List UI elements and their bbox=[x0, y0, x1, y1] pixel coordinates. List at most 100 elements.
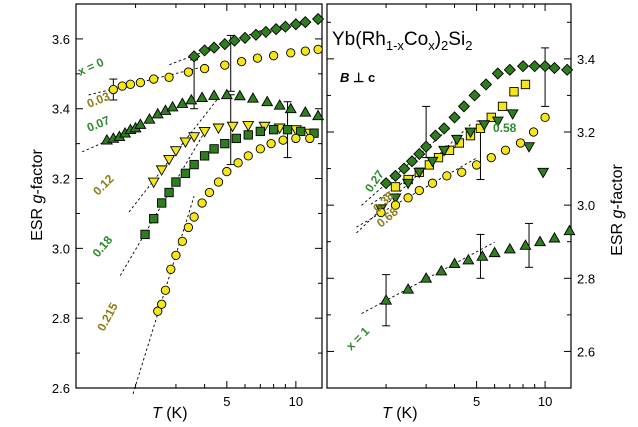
left-point-series-4 bbox=[149, 214, 159, 224]
left-point-series-2 bbox=[246, 92, 259, 103]
right-point-series-0 bbox=[468, 89, 481, 102]
left-point-series-4 bbox=[268, 125, 279, 135]
left-point-series-3 bbox=[147, 177, 160, 189]
right-point-series-4 bbox=[380, 294, 393, 305]
field-orientation-label: B ⊥ c bbox=[340, 70, 375, 85]
right-point-series-4 bbox=[435, 264, 448, 276]
right-y-tick-label: 2.8 bbox=[577, 271, 595, 286]
left-point-series-4 bbox=[209, 144, 219, 154]
left-point-series-1 bbox=[199, 63, 210, 74]
right-point-series-2 bbox=[402, 178, 415, 190]
right-y-axis-title-g: g bbox=[609, 209, 626, 218]
left-point-series-5 bbox=[153, 306, 163, 316]
left-point-series-2 bbox=[233, 89, 246, 101]
right-point-series-3 bbox=[540, 112, 550, 123]
right-point-series-2 bbox=[522, 142, 536, 153]
left-point-series-4 bbox=[157, 198, 167, 208]
right-point-series-3 bbox=[457, 167, 467, 177]
left-point-series-4 bbox=[255, 126, 265, 137]
left-point-series-4 bbox=[243, 130, 253, 140]
right-y-tick-label: 3.0 bbox=[577, 198, 595, 213]
left-point-series-5 bbox=[305, 133, 315, 144]
left-point-series-3 bbox=[212, 123, 225, 135]
right-point-series-2 bbox=[413, 167, 426, 179]
left-x-tick-label: 5 bbox=[223, 394, 230, 409]
left-point-series-5 bbox=[197, 198, 207, 208]
title-sub-x: x bbox=[428, 38, 435, 53]
left-point-series-5 bbox=[157, 299, 167, 309]
compound-title: Yb(Rh1-xCox)2Si2 bbox=[332, 29, 472, 53]
right-point-series-3 bbox=[471, 160, 482, 170]
left-point-series-1 bbox=[164, 72, 174, 82]
right-point-series-1 bbox=[520, 79, 531, 90]
right-point-series-0 bbox=[457, 100, 471, 113]
right-point-series-0 bbox=[389, 169, 402, 182]
right-point-series-4 bbox=[448, 257, 461, 269]
right-point-series-4 bbox=[519, 239, 532, 250]
left-point-series-4 bbox=[180, 168, 191, 178]
left-series-label-0: x = 0 bbox=[76, 55, 107, 79]
left-point-series-0 bbox=[188, 50, 201, 63]
right-y-axis-title-suffix: -factor bbox=[609, 164, 626, 210]
field-orientation-b: B bbox=[340, 70, 349, 85]
left-x-axis-title: T (K) bbox=[152, 405, 188, 422]
right-x-axis-title-unit: (K) bbox=[392, 405, 418, 422]
right-point-series-3 bbox=[528, 127, 539, 137]
left-point-series-3 bbox=[226, 121, 239, 133]
right-point-series-0 bbox=[379, 177, 393, 190]
left-point-series-1 bbox=[125, 79, 136, 89]
right-point-series-2 bbox=[438, 145, 451, 157]
left-point-series-5 bbox=[160, 285, 171, 295]
right-point-series-4 bbox=[533, 235, 547, 247]
left-point-series-5 bbox=[171, 250, 181, 260]
left-point-series-3 bbox=[198, 127, 211, 138]
left-point-series-2 bbox=[208, 89, 221, 100]
right-y-tick-label: 3.2 bbox=[577, 125, 595, 140]
right-point-series-4 bbox=[402, 283, 415, 294]
right-series-label-2: 0.58 bbox=[493, 121, 517, 135]
title-part-co: Co bbox=[404, 29, 428, 50]
left-y-tick-label: 3.0 bbox=[52, 241, 70, 256]
left-point-series-1 bbox=[286, 48, 296, 58]
left-panel: 5 10 2.6 2.8 3.0 3.2 3.4 3.6 x = 0 0.030.07 0.12 0.… bbox=[52, 3, 325, 409]
right-point-series-2 bbox=[450, 134, 464, 146]
left-y-tick-label: 2.8 bbox=[52, 311, 70, 326]
left-point-series-2 bbox=[299, 106, 312, 117]
left-point-series-5 bbox=[183, 222, 194, 233]
left-y-tick-label: 3.4 bbox=[52, 102, 70, 117]
left-point-series-5 bbox=[189, 212, 199, 222]
left-point-series-4 bbox=[199, 151, 210, 161]
title-part-paren: ) bbox=[435, 29, 441, 50]
right-y-axis-title: ESR g-factor bbox=[609, 164, 626, 256]
left-point-series-2 bbox=[166, 100, 179, 112]
right-point-series-2 bbox=[506, 109, 519, 120]
left-point-series-0 bbox=[238, 31, 252, 44]
right-point-series-4 bbox=[488, 246, 501, 258]
title-sub-2a: 2 bbox=[441, 38, 448, 53]
left-series-label-2: 0.07 bbox=[85, 113, 112, 135]
left-point-series-5 bbox=[166, 264, 176, 274]
left-point-series-2 bbox=[176, 97, 189, 108]
right-point-series-0 bbox=[413, 147, 426, 161]
left-point-series-2 bbox=[273, 99, 286, 110]
right-point-series-0 bbox=[397, 162, 411, 175]
left-point-series-4 bbox=[231, 133, 241, 144]
left-point-series-5 bbox=[213, 177, 224, 187]
right-panel: 5 102.62.83.03.23.40.270.380.580.68x = 1 bbox=[326, 3, 595, 409]
left-point-series-1 bbox=[268, 51, 279, 61]
left-point-series-0 bbox=[311, 12, 325, 26]
left-y-axis-title: ESR g-factor bbox=[29, 149, 46, 241]
left-y-tick-label: 3.6 bbox=[52, 32, 70, 47]
right-point-series-3 bbox=[515, 138, 526, 148]
left-point-series-0 bbox=[279, 20, 292, 33]
right-point-series-1 bbox=[497, 101, 508, 112]
title-sub-2b: 2 bbox=[465, 38, 472, 53]
left-point-series-1 bbox=[135, 77, 146, 88]
left-point-series-2 bbox=[185, 93, 198, 105]
left-point-series-0 bbox=[299, 16, 312, 29]
left-series-label-5: 0.215 bbox=[94, 300, 121, 333]
left-point-series-0 bbox=[207, 41, 221, 54]
field-orientation-rest: ⊥ c bbox=[349, 70, 375, 85]
left-series-label-3: 0.12 bbox=[90, 171, 117, 198]
